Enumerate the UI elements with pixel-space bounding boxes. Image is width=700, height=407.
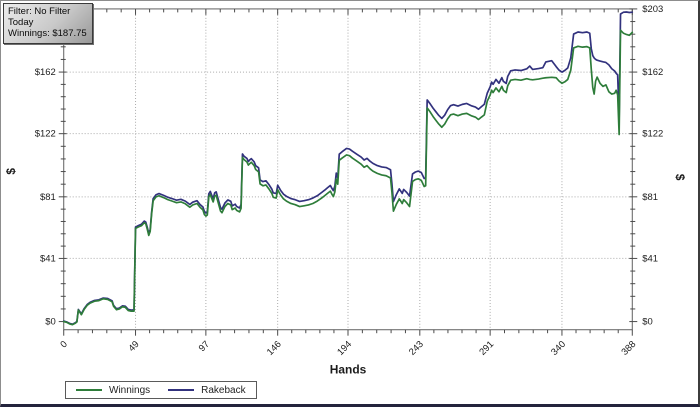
chart-legend: Winnings Rakeback [65,381,257,399]
winnings-line [62,29,634,326]
x-axis-tick-label: 49 [126,338,141,353]
x-axis-tick-label: 340 [548,338,567,357]
y-axis-tick-label-right: $122 [642,128,663,139]
y-axis-tick-label-right: $41 [642,252,658,263]
legend-item-rakeback: Rakeback [168,384,246,396]
y-axis-tick-label-right: $162 [642,66,663,77]
x-axis-tick-label: 388 [619,338,638,357]
rakeback-line [62,11,634,326]
x-axis-tick-label: 146 [264,338,283,357]
y-axis-tick-label-left: $41 [40,252,56,263]
x-axis-tick-label: 243 [406,338,425,357]
y-axis-tick-label-left: $0 [45,316,56,327]
y-axis-tick-label-left: $162 [35,66,56,77]
y-axis-tick-label-left: $122 [35,128,56,139]
legend-label-winnings: Winnings [109,384,151,396]
x-axis-title: Hands [330,362,367,376]
date-range-line: Today [8,17,34,29]
winnings-line-swatch [76,389,102,391]
y-axis-tick-label-right: $0 [642,316,653,327]
y-axis-title-right: $ [673,174,687,181]
rakeback-line-swatch [168,389,195,391]
filter-line: Filter: No Filter [8,6,71,17]
legend-label-rakeback: Rakeback [201,384,246,396]
y-axis-title-left: $ [4,168,18,175]
x-axis-tick-label: 97 [196,338,211,353]
x-axis-tick-label: 291 [477,338,496,357]
legend-item-winnings: Winnings [76,385,150,396]
x-axis-tick-label: 0 [58,338,70,349]
filter-info-box: Filter: No Filter Today Winnings: $187.7… [3,3,93,44]
y-axis-tick-label-right: $203 [642,3,663,14]
winnings-total-line: Winnings: $187.75 [8,28,87,40]
y-axis-tick-label-left: $81 [40,191,56,202]
y-axis-tick-label-right: $81 [642,191,658,202]
x-axis-tick-label: 194 [334,338,353,357]
